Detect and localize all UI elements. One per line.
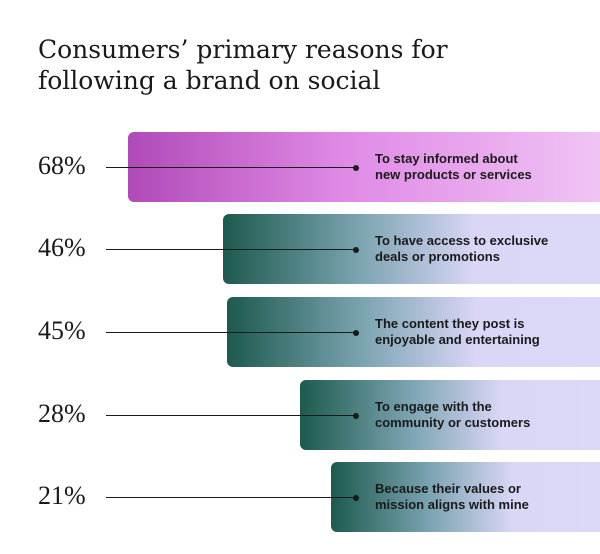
value-label: 21% (38, 481, 86, 510)
leader-line (106, 497, 356, 498)
leader-dot (353, 246, 359, 253)
leader-dot (353, 412, 359, 419)
leader-line (106, 249, 356, 250)
value-label: 68% (38, 151, 86, 180)
leader-dot (353, 494, 359, 501)
leader-line (106, 332, 356, 333)
value-label: 46% (38, 233, 86, 262)
leader-dot (353, 164, 359, 171)
bar (330, 462, 600, 532)
category-label: Because their values or mission aligns w… (375, 481, 529, 512)
category-label: To engage with the community or customer… (375, 399, 531, 430)
category-label: To stay informed about new products or s… (375, 151, 532, 182)
leader-line (106, 415, 356, 416)
category-label: The content they post is enjoyable and e… (375, 316, 540, 347)
category-label: To have access to exclusive deals or pro… (375, 233, 549, 264)
value-label: 28% (38, 399, 86, 428)
value-label: 45% (38, 316, 86, 345)
chart-title: Consumers’ primary reasons for following… (38, 35, 448, 95)
leader-dot (353, 329, 359, 336)
leader-line (106, 167, 356, 168)
